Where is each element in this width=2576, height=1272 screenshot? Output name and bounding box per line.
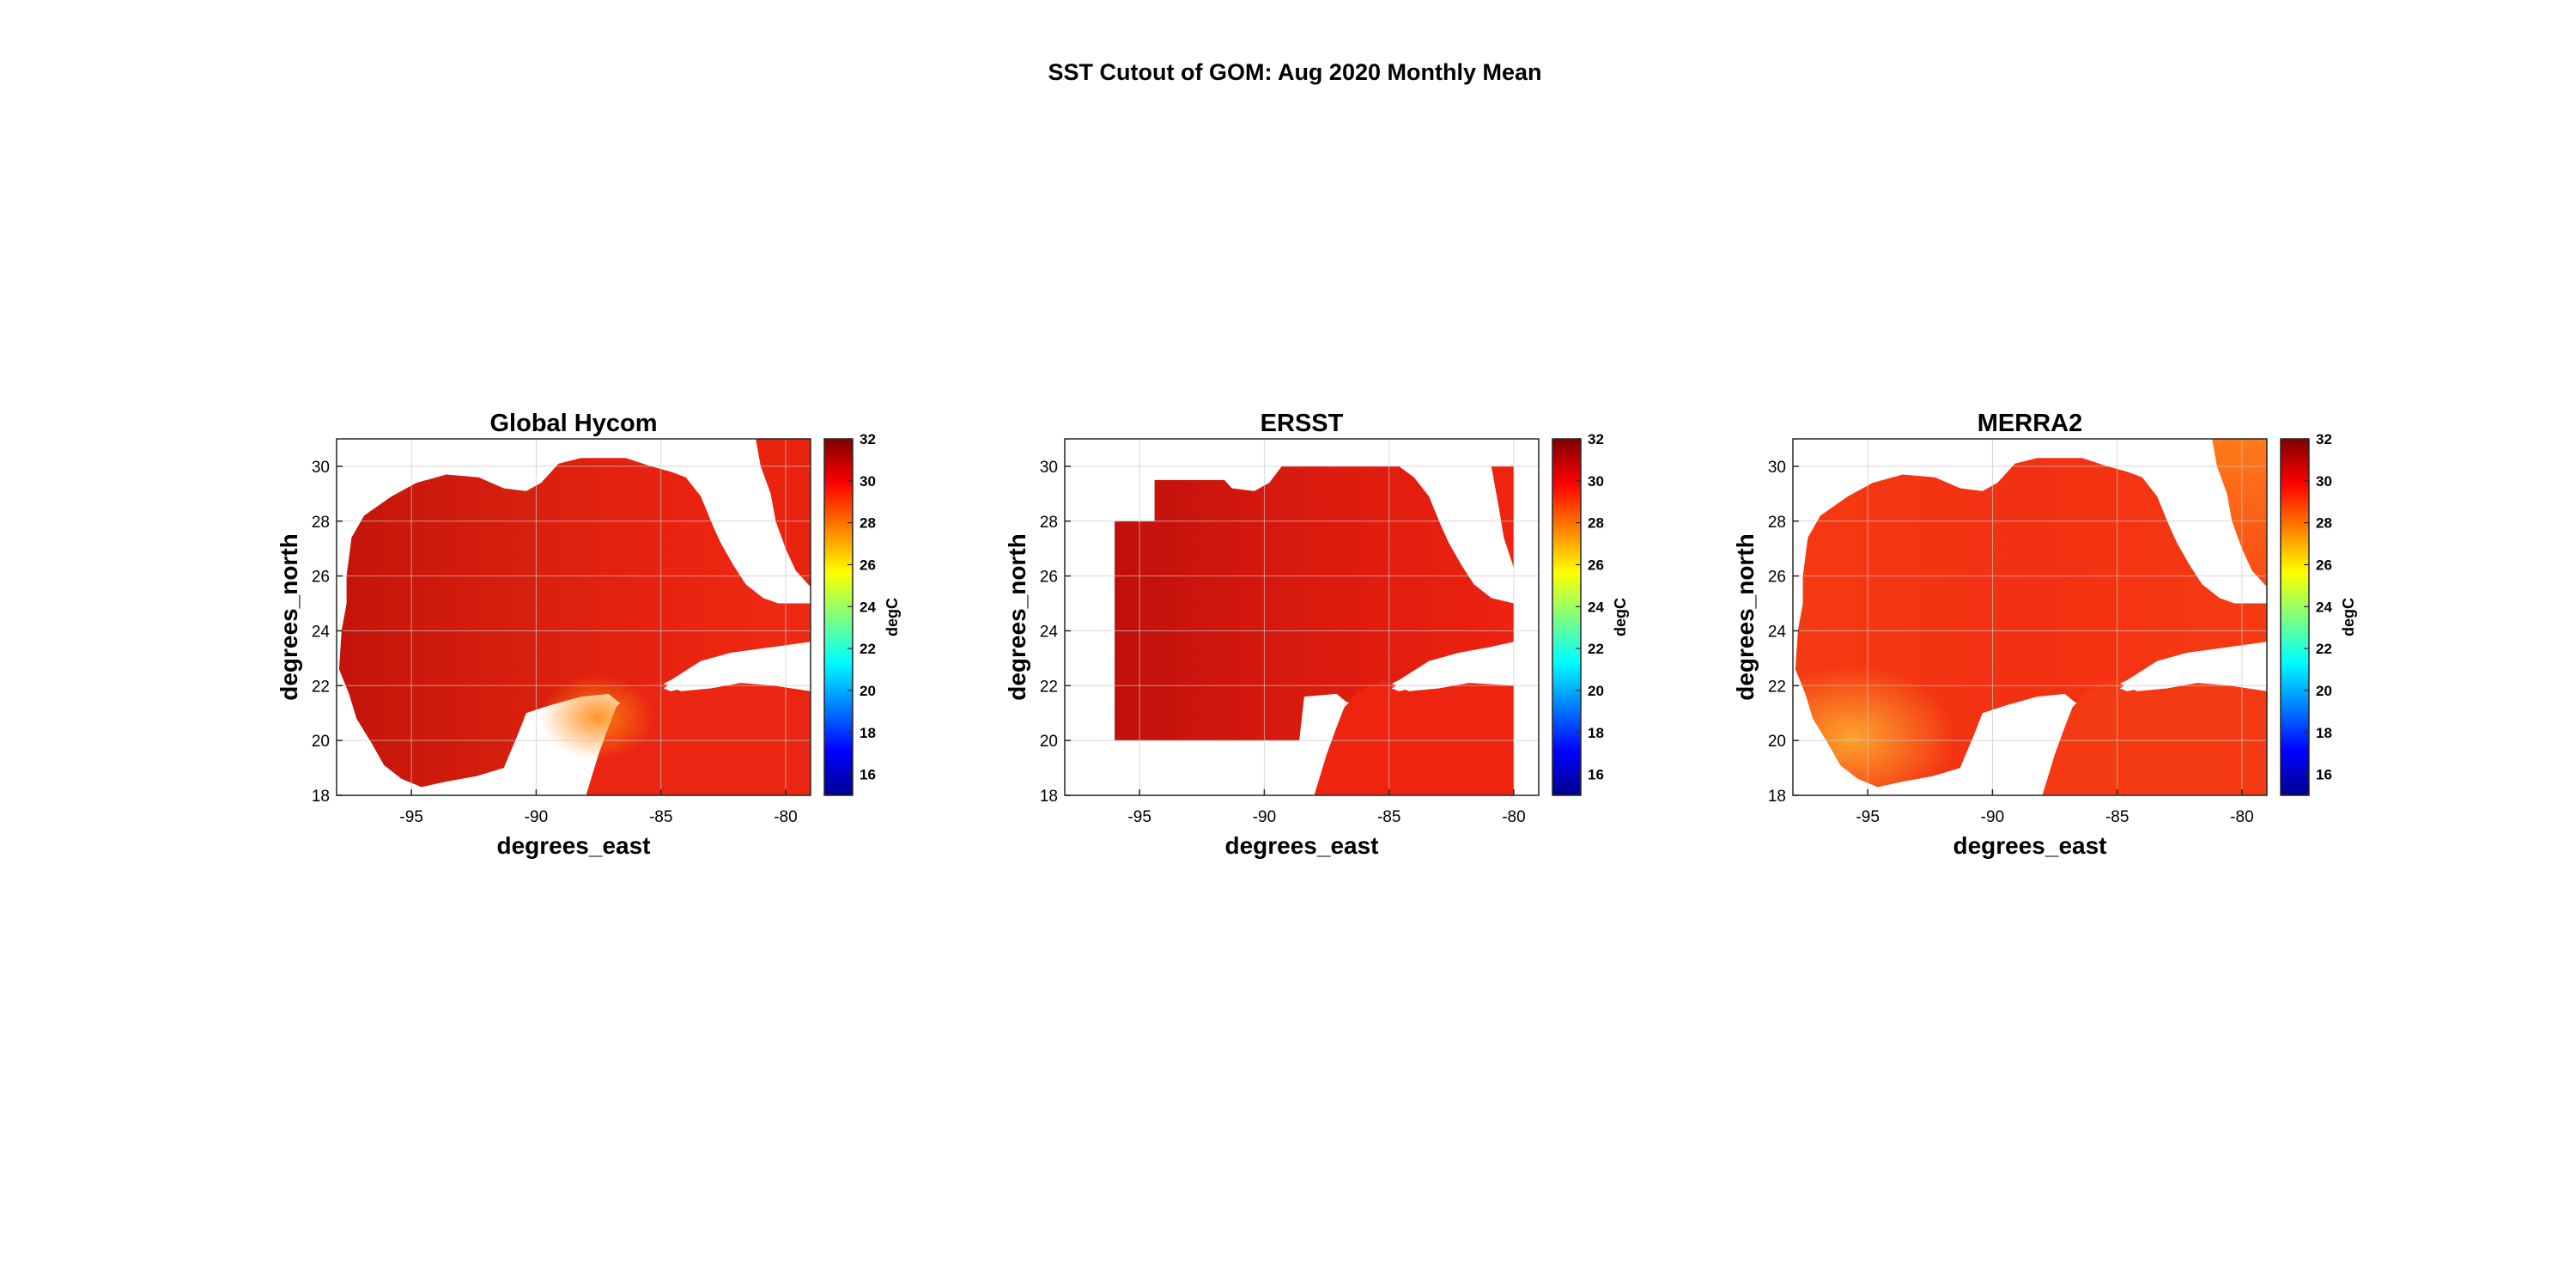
colorbar-tick-label: 20 <box>2316 683 2332 699</box>
panel-title: Global Hycom <box>490 410 658 437</box>
sst-region-atlantic <box>1491 466 1514 568</box>
colorbar-tick-label: 24 <box>1588 599 1604 615</box>
colorbar-tick-label: 16 <box>1588 767 1604 783</box>
x-tick-label: -90 <box>1981 808 2004 826</box>
y-tick-label: 28 <box>312 514 330 532</box>
axes-frame <box>1064 438 1540 796</box>
x-tick-label: -85 <box>2105 808 2129 826</box>
x-tick-label: -85 <box>649 808 672 826</box>
y-tick-label: 26 <box>1040 569 1058 587</box>
axes-frame <box>336 438 811 796</box>
colorbar-tick-label: 22 <box>1588 641 1604 657</box>
colorbar-tick-label: 30 <box>1588 473 1604 490</box>
colorbar-tick-label: 32 <box>860 431 876 447</box>
y-tick-label: 20 <box>312 733 330 751</box>
sst-region-caribbean <box>1314 679 1514 795</box>
sst-cool-coast-yucatan <box>1795 458 2267 788</box>
x-tick-label: -90 <box>1253 808 1276 826</box>
y-tick-label: 28 <box>1768 514 1786 532</box>
x-tick-label: -85 <box>1377 808 1400 826</box>
panel-global-hycom: -95 -90 -85 -80 18 20 22 24 26 28 30 Global Hycom de… <box>276 410 901 859</box>
colorbar-tick-label: 24 <box>860 599 876 615</box>
axes-frame <box>1792 438 2268 796</box>
sst-field <box>1115 466 1539 795</box>
colorbar-tick-label: 26 <box>1588 557 1604 573</box>
y-tick-label: 28 <box>1040 514 1058 532</box>
y-tick-label: 22 <box>1040 678 1058 696</box>
colorbar-tick-label: 28 <box>2316 515 2332 532</box>
x-axis-label: degrees_east <box>1953 832 2106 859</box>
y-tick-label: 20 <box>1768 733 1786 751</box>
sst-region-caribbean <box>2042 679 2267 795</box>
land-cuba <box>2119 655 2267 691</box>
y-tick-label: 26 <box>312 569 330 587</box>
colorbar-tick-label: 20 <box>860 683 876 699</box>
colorbar-tick-label: 24 <box>2316 599 2332 615</box>
colorbar-tick-label: 30 <box>2316 473 2332 490</box>
y-tick-label: 20 <box>1040 733 1058 751</box>
y-tick-label: 18 <box>1768 788 1786 806</box>
x-tick-label: -80 <box>1502 808 1525 826</box>
sst-region-atlantic <box>2212 439 2267 587</box>
figure-title: SST Cutout of GOM: Aug 2020 Monthly Mean <box>1048 59 1542 85</box>
panel-ersst: -95 -90 -85 -80 18 20 22 24 26 28 30 ERSST degrees_e… <box>1004 410 1629 859</box>
x-tick-label: -80 <box>2230 808 2253 826</box>
colorbar-tick-label: 18 <box>1588 725 1604 741</box>
y-tick-label: 30 <box>312 459 330 477</box>
colorbar <box>1552 438 1582 796</box>
x-axis-label: degrees_east <box>1224 832 1378 859</box>
colorbar <box>823 438 854 796</box>
colorbar-tick-label: 32 <box>2316 431 2332 447</box>
colorbar-label: degC <box>884 598 901 636</box>
colorbar-tick-label: 28 <box>1588 515 1604 532</box>
sst-field <box>1795 439 2267 795</box>
colorbar-tick-label: 22 <box>2316 641 2332 657</box>
land-cuba <box>1391 655 1539 691</box>
y-tick-label: 24 <box>1040 623 1059 641</box>
colorbar-tick-label: 22 <box>860 641 876 657</box>
y-tick-label: 22 <box>312 678 330 696</box>
x-tick-label: -95 <box>1127 808 1151 826</box>
x-axis-label: degrees_east <box>496 832 650 859</box>
panel-merra2: -95 -90 -85 -80 18 20 22 24 26 28 30 MERRA2 degrees_… <box>1732 410 2357 859</box>
colorbar-label: degC <box>1612 598 1629 636</box>
colorbar-tick-label: 18 <box>2316 725 2332 741</box>
y-axis-label: degrees_north <box>1004 533 1030 701</box>
colorbar-tick-label: 30 <box>860 473 876 490</box>
x-tick-label: -80 <box>774 808 797 826</box>
colorbar-tick-label: 26 <box>2316 557 2332 573</box>
gridlines <box>1793 439 2267 796</box>
sst-cool-anomaly <box>337 439 811 795</box>
y-tick-label: 18 <box>312 788 330 806</box>
y-tick-label: 18 <box>1040 788 1058 806</box>
colorbar-tick-label: 26 <box>860 557 876 573</box>
colorbar-tick-label: 28 <box>860 515 876 532</box>
y-tick-label: 24 <box>1768 623 1787 641</box>
y-axis-label: degrees_north <box>276 533 302 701</box>
y-tick-label: 22 <box>1768 678 1786 696</box>
y-tick-label: 24 <box>312 623 331 641</box>
x-tick-label: -90 <box>525 808 548 826</box>
sst-field <box>337 439 811 795</box>
y-tick-label: 26 <box>1768 569 1786 587</box>
colorbar-tick-label: 16 <box>2316 767 2332 783</box>
colorbar-tick-label: 20 <box>1588 683 1604 699</box>
land-cuba <box>663 655 811 691</box>
y-tick-label: 30 <box>1040 459 1058 477</box>
panel-title: MERRA2 <box>1978 410 2082 437</box>
y-axis-label: degrees_north <box>1732 533 1759 701</box>
colorbar-tick-label: 18 <box>860 725 876 741</box>
y-tick-label: 30 <box>1768 459 1786 477</box>
colorbar <box>2280 438 2310 796</box>
colorbar-tick-label: 32 <box>1588 431 1604 447</box>
sst-region-gulf <box>1115 466 1514 741</box>
panel-title: ERSST <box>1261 410 1344 437</box>
x-tick-label: -95 <box>399 808 422 826</box>
x-tick-label: -95 <box>1856 808 1879 826</box>
colorbar-label: degC <box>2340 598 2357 636</box>
colorbar-tick-label: 16 <box>860 767 876 783</box>
